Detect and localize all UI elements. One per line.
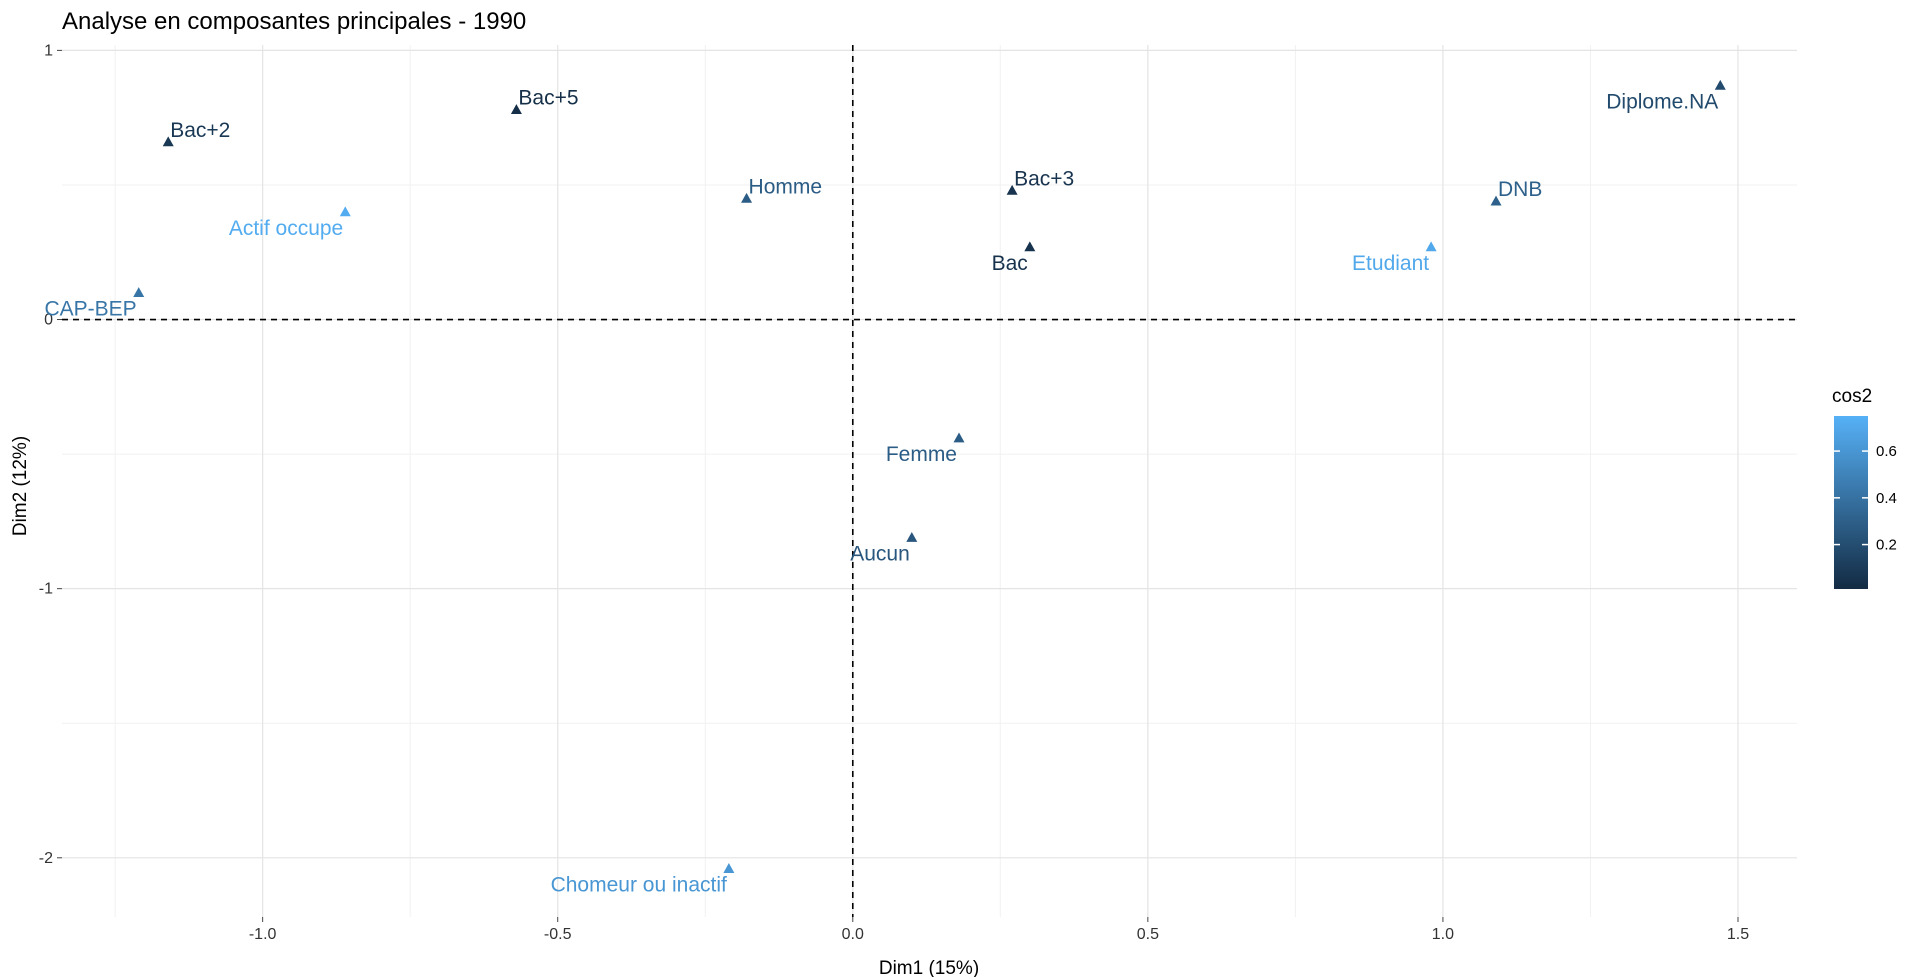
point-label: Femme [886,443,957,466]
point-marker [1490,195,1502,206]
x-tick-label: 0.0 [842,926,864,943]
point-label: Actif occupe [229,217,343,240]
point-label: DNB [1498,178,1542,201]
point-marker [741,192,753,203]
point-label: Bac [992,252,1028,275]
point-marker [133,287,145,298]
point-label: Etudiant [1352,252,1429,275]
x-tick-label: 1.0 [1432,926,1454,943]
chart-title: Analyse en composantes principales - 199… [62,8,526,35]
legend-title: cos2 [1832,386,1872,407]
y-tick-label: -1 [39,581,53,598]
legend-tick-label: 0.4 [1876,490,1897,507]
point-label: Bac+3 [1014,167,1074,190]
legend-colorbar [1834,416,1868,589]
point-label: Diplome.NA [1606,90,1718,113]
point-marker [339,206,351,217]
cos2-legend: cos2 0.2 0.4 0.6 [1832,386,1897,589]
point-label: Homme [749,175,823,198]
point-label: CAP-BEP [45,298,137,321]
point-marker [723,863,735,873]
point-marker [953,432,965,443]
legend-tick-label: 0.6 [1876,443,1897,460]
point-marker [162,136,174,147]
point-marker [1425,241,1437,252]
y-tick-label: 0 [44,312,53,329]
point-marker [906,532,918,542]
point-marker [1024,241,1036,252]
x-tick-label: -1.0 [249,926,277,943]
point-marker [510,104,522,114]
legend-tick-label: 0.2 [1876,537,1897,554]
x-axis-title: Dim1 (15%) [879,958,979,977]
point-label: Bac+5 [518,87,578,110]
y-tick-label: -2 [39,850,53,867]
x-tick-label: 1.5 [1727,926,1749,943]
point-label: Aucun [850,543,910,566]
y-axis-title: Dim2 (12%) [10,436,31,536]
point-label: Chomeur ou inactif [551,874,727,897]
point-marker [1714,79,1726,90]
point-label: Bac+2 [170,119,230,142]
y-tick-label: 1 [44,42,53,59]
point-marker [1006,184,1018,195]
x-tick-label: 0.5 [1137,926,1159,943]
x-tick-label: -0.5 [544,926,572,943]
